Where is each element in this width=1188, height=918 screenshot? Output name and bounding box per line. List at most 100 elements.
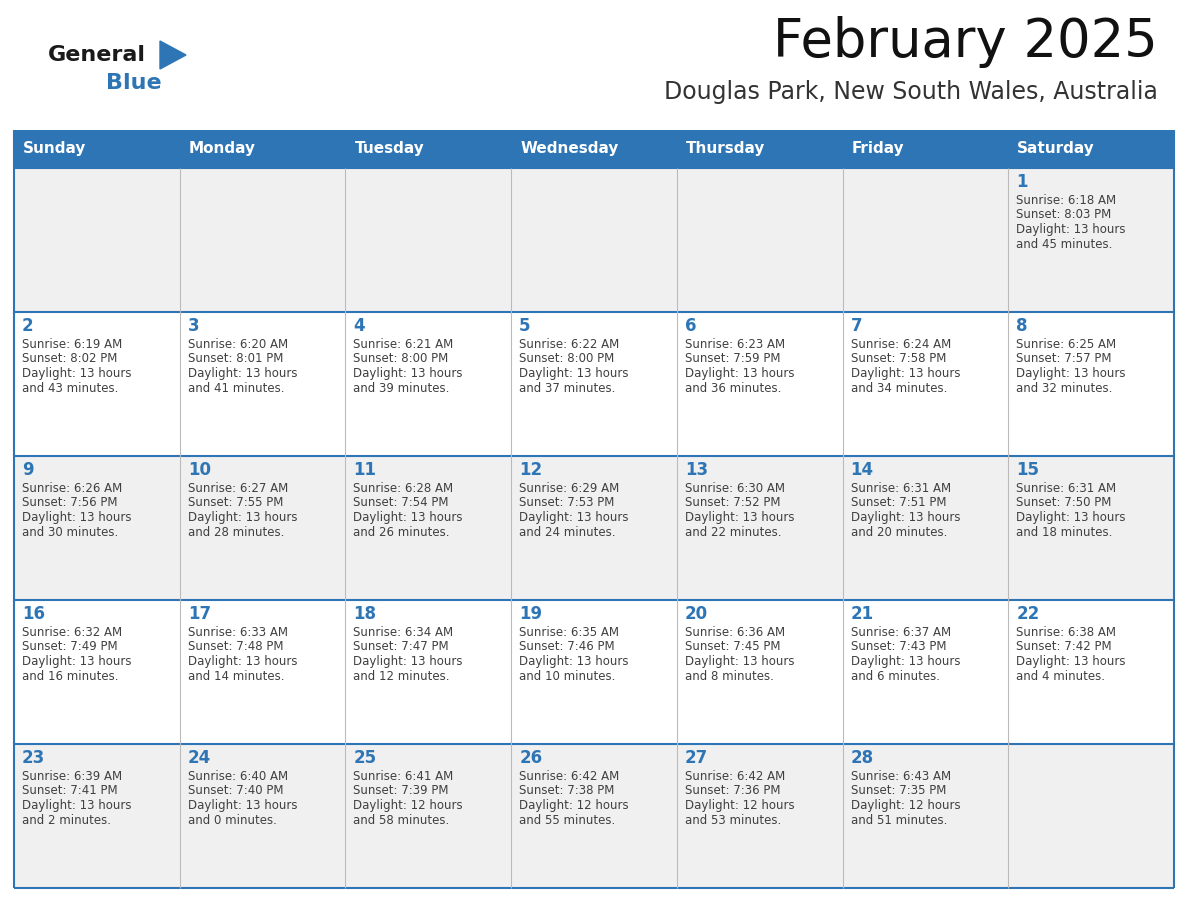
Text: 12: 12: [519, 461, 542, 479]
Text: Daylight: 13 hours: Daylight: 13 hours: [1016, 511, 1126, 524]
Text: Sunset: 7:53 PM: Sunset: 7:53 PM: [519, 497, 614, 509]
Text: Thursday: Thursday: [685, 141, 765, 156]
Text: and 2 minutes.: and 2 minutes.: [23, 814, 110, 827]
Text: and 39 minutes.: and 39 minutes.: [353, 383, 450, 396]
Text: Daylight: 13 hours: Daylight: 13 hours: [851, 655, 960, 668]
Text: Sunset: 7:36 PM: Sunset: 7:36 PM: [684, 785, 781, 798]
Text: Sunrise: 6:21 AM: Sunrise: 6:21 AM: [353, 338, 454, 351]
Text: February 2025: February 2025: [773, 16, 1158, 68]
Text: Sunset: 8:00 PM: Sunset: 8:00 PM: [519, 353, 614, 365]
Text: Douglas Park, New South Wales, Australia: Douglas Park, New South Wales, Australia: [664, 80, 1158, 104]
Text: Sunset: 7:47 PM: Sunset: 7:47 PM: [353, 641, 449, 654]
Text: and 18 minutes.: and 18 minutes.: [1016, 527, 1113, 540]
Text: Sunrise: 6:25 AM: Sunrise: 6:25 AM: [1016, 338, 1117, 351]
Text: Sunrise: 6:22 AM: Sunrise: 6:22 AM: [519, 338, 619, 351]
Text: Daylight: 13 hours: Daylight: 13 hours: [519, 367, 628, 380]
Text: 27: 27: [684, 749, 708, 767]
Text: Sunset: 8:03 PM: Sunset: 8:03 PM: [1016, 208, 1112, 221]
Text: 21: 21: [851, 605, 873, 623]
Text: Sunrise: 6:42 AM: Sunrise: 6:42 AM: [519, 769, 619, 782]
Text: 15: 15: [1016, 461, 1040, 479]
Text: and 53 minutes.: and 53 minutes.: [684, 814, 781, 827]
Text: and 26 minutes.: and 26 minutes.: [353, 527, 450, 540]
Text: and 32 minutes.: and 32 minutes.: [1016, 383, 1113, 396]
Text: 20: 20: [684, 605, 708, 623]
Text: Sunset: 7:40 PM: Sunset: 7:40 PM: [188, 785, 283, 798]
Text: and 6 minutes.: and 6 minutes.: [851, 670, 940, 684]
Text: Daylight: 13 hours: Daylight: 13 hours: [23, 800, 132, 812]
Text: 9: 9: [23, 461, 33, 479]
Text: Sunset: 7:46 PM: Sunset: 7:46 PM: [519, 641, 614, 654]
Text: Sunrise: 6:31 AM: Sunrise: 6:31 AM: [851, 482, 950, 495]
Text: and 22 minutes.: and 22 minutes.: [684, 527, 782, 540]
Text: Daylight: 13 hours: Daylight: 13 hours: [353, 655, 463, 668]
Text: Monday: Monday: [189, 141, 255, 156]
Text: Daylight: 13 hours: Daylight: 13 hours: [1016, 655, 1126, 668]
Text: Sunset: 7:42 PM: Sunset: 7:42 PM: [1016, 641, 1112, 654]
Text: Daylight: 13 hours: Daylight: 13 hours: [23, 511, 132, 524]
Text: Saturday: Saturday: [1017, 141, 1095, 156]
Bar: [14, 312, 1174, 456]
Bar: [14, 744, 1174, 888]
Text: 10: 10: [188, 461, 210, 479]
Text: Daylight: 12 hours: Daylight: 12 hours: [684, 800, 795, 812]
Text: Daylight: 13 hours: Daylight: 13 hours: [851, 511, 960, 524]
Bar: [1009, 130, 1174, 168]
Text: and 14 minutes.: and 14 minutes.: [188, 670, 284, 684]
Text: 17: 17: [188, 605, 210, 623]
Text: and 45 minutes.: and 45 minutes.: [1016, 239, 1113, 252]
Text: Sunrise: 6:30 AM: Sunrise: 6:30 AM: [684, 482, 785, 495]
Text: and 16 minutes.: and 16 minutes.: [23, 670, 119, 684]
Text: Daylight: 13 hours: Daylight: 13 hours: [684, 511, 795, 524]
Text: Sunset: 7:52 PM: Sunset: 7:52 PM: [684, 497, 781, 509]
Text: Sunrise: 6:43 AM: Sunrise: 6:43 AM: [851, 769, 950, 782]
Text: Sunset: 7:43 PM: Sunset: 7:43 PM: [851, 641, 946, 654]
Text: and 37 minutes.: and 37 minutes.: [519, 383, 615, 396]
Text: 13: 13: [684, 461, 708, 479]
Text: Sunrise: 6:26 AM: Sunrise: 6:26 AM: [23, 482, 122, 495]
Text: Sunrise: 6:39 AM: Sunrise: 6:39 AM: [23, 769, 122, 782]
Text: Sunset: 7:48 PM: Sunset: 7:48 PM: [188, 641, 283, 654]
Text: 4: 4: [353, 317, 365, 335]
Text: Daylight: 13 hours: Daylight: 13 hours: [188, 367, 297, 380]
Text: 11: 11: [353, 461, 377, 479]
Text: Sunrise: 6:40 AM: Sunrise: 6:40 AM: [188, 769, 287, 782]
Text: Sunset: 8:01 PM: Sunset: 8:01 PM: [188, 353, 283, 365]
Text: Sunrise: 6:29 AM: Sunrise: 6:29 AM: [519, 482, 619, 495]
Text: and 24 minutes.: and 24 minutes.: [519, 527, 615, 540]
Text: 7: 7: [851, 317, 862, 335]
Text: Wednesday: Wednesday: [520, 141, 619, 156]
Text: Sunset: 7:50 PM: Sunset: 7:50 PM: [1016, 497, 1112, 509]
Text: and 20 minutes.: and 20 minutes.: [851, 527, 947, 540]
Text: Sunset: 7:45 PM: Sunset: 7:45 PM: [684, 641, 781, 654]
Text: Sunday: Sunday: [23, 141, 87, 156]
Bar: [677, 130, 842, 168]
Text: Daylight: 13 hours: Daylight: 13 hours: [1016, 367, 1126, 380]
Text: and 12 minutes.: and 12 minutes.: [353, 670, 450, 684]
Text: Sunset: 8:00 PM: Sunset: 8:00 PM: [353, 353, 449, 365]
Text: Sunset: 7:35 PM: Sunset: 7:35 PM: [851, 785, 946, 798]
Text: and 34 minutes.: and 34 minutes.: [851, 383, 947, 396]
Text: Sunset: 7:51 PM: Sunset: 7:51 PM: [851, 497, 946, 509]
Bar: [346, 130, 511, 168]
Text: and 36 minutes.: and 36 minutes.: [684, 383, 782, 396]
Text: Sunrise: 6:41 AM: Sunrise: 6:41 AM: [353, 769, 454, 782]
Text: Sunset: 8:02 PM: Sunset: 8:02 PM: [23, 353, 118, 365]
Text: 16: 16: [23, 605, 45, 623]
Text: Daylight: 13 hours: Daylight: 13 hours: [684, 655, 795, 668]
Bar: [14, 130, 179, 168]
Bar: [179, 130, 346, 168]
Text: Sunset: 7:39 PM: Sunset: 7:39 PM: [353, 785, 449, 798]
Text: Tuesday: Tuesday: [354, 141, 424, 156]
Text: General: General: [48, 45, 146, 65]
Text: Sunrise: 6:35 AM: Sunrise: 6:35 AM: [519, 625, 619, 639]
Text: 1: 1: [1016, 173, 1028, 191]
Text: Daylight: 13 hours: Daylight: 13 hours: [519, 655, 628, 668]
Text: Daylight: 13 hours: Daylight: 13 hours: [353, 367, 463, 380]
Text: Sunset: 7:56 PM: Sunset: 7:56 PM: [23, 497, 118, 509]
Text: and 58 minutes.: and 58 minutes.: [353, 814, 450, 827]
Text: Daylight: 13 hours: Daylight: 13 hours: [353, 511, 463, 524]
Text: Daylight: 12 hours: Daylight: 12 hours: [519, 800, 628, 812]
Text: Sunset: 7:59 PM: Sunset: 7:59 PM: [684, 353, 781, 365]
Text: Daylight: 13 hours: Daylight: 13 hours: [1016, 223, 1126, 237]
